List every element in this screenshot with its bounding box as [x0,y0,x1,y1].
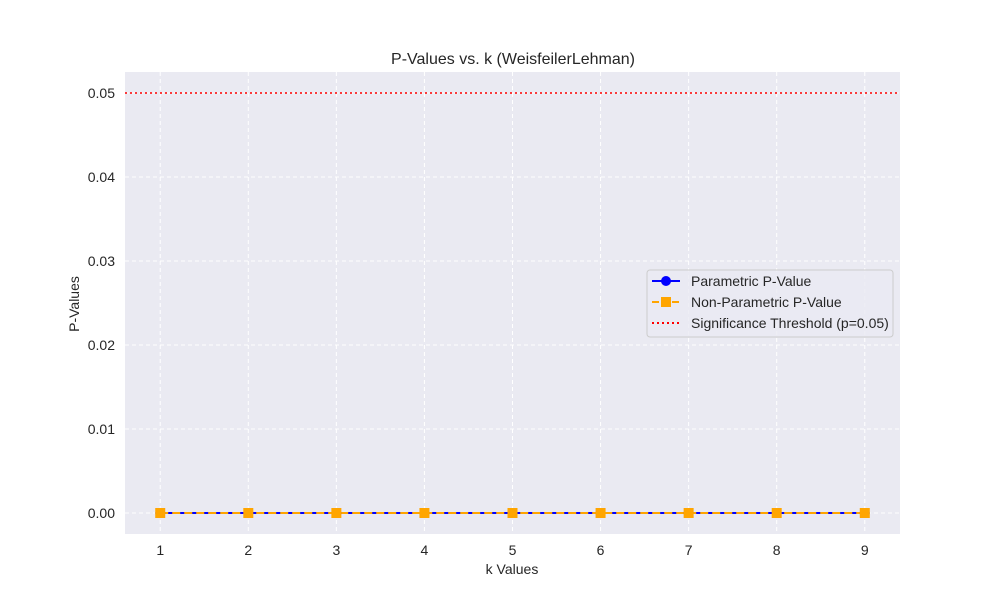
legend-nonparametric-marker [661,297,671,307]
nonparametric-point [419,508,430,518]
x-axis-label: k Values [486,561,539,577]
x-axis-ticks: 1 2 3 4 5 6 7 8 9 [156,542,869,558]
y-tick-label: 0.05 [88,85,115,101]
y-tick-label: 0.02 [88,337,115,353]
nonparametric-point [243,508,254,518]
x-tick-label: 9 [861,542,869,558]
y-axis-ticks: 0.00 0.01 0.02 0.03 0.04 0.05 [88,85,115,521]
series-layer [125,92,900,518]
legend-box [646,269,894,338]
nonparametric-point [771,508,782,518]
x-tick-label: 3 [332,542,340,558]
x-tick-label: 4 [421,542,429,558]
y-tick-label: 0.00 [88,505,115,521]
nonparametric-point [331,508,342,518]
x-tick-label: 5 [509,542,517,558]
legend-parametric-label: Parametric P-Value [691,273,812,289]
x-tick-label: 7 [685,542,693,558]
chart-title: P-Values vs. k (WeisfeilerLehman) [391,51,635,68]
y-tick-label: 0.03 [88,253,115,269]
x-tick-label: 6 [597,542,605,558]
nonparametric-point [859,508,870,518]
legend: Parametric P-Value Non-Parametric P-Valu… [646,269,894,338]
y-tick-label: 0.04 [88,169,115,185]
nonparametric-point [155,508,166,518]
x-tick-label: 8 [773,542,781,558]
legend-parametric-marker [661,276,671,286]
legend-threshold-label: Significance Threshold (p=0.05) [691,315,889,331]
x-tick-label: 1 [156,542,164,558]
nonparametric-point [507,508,518,518]
x-tick-label: 2 [244,542,252,558]
y-tick-label: 0.01 [88,421,115,437]
nonparametric-point [595,508,606,518]
nonparametric-point [683,508,694,518]
y-axis-label: P-Values [66,276,82,332]
legend-nonparametric-label: Non-Parametric P-Value [691,294,842,310]
